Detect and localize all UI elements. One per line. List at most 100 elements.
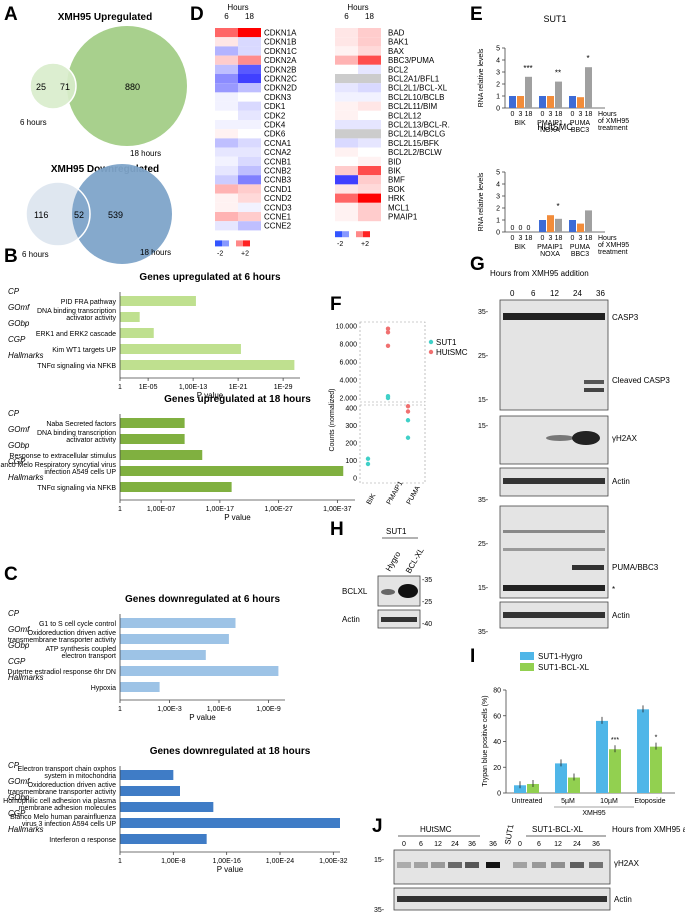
panel-letter-j: J: [372, 816, 383, 837]
heat-cell: [215, 129, 238, 139]
x-axis-label: P value: [224, 513, 251, 522]
group-label: HUtSMC: [420, 825, 452, 834]
bar-label: ATP synthesis coupled electron transport: [45, 646, 116, 660]
heat-cell: [238, 202, 261, 212]
heat-cell: [238, 138, 261, 148]
bar-value: 0: [511, 225, 515, 232]
band: [584, 388, 604, 392]
series-label: 18: [555, 235, 563, 242]
tick-label: 1,00E-3: [157, 706, 182, 713]
row-label: CDKN2A: [264, 56, 297, 65]
legend-label: Hours of XMH95 treatment: [598, 111, 629, 132]
legend-label: Hours of XMH95 treatment: [598, 235, 629, 256]
row-label: CCNB3: [264, 176, 292, 185]
bar: [514, 785, 526, 793]
bar: [555, 763, 567, 793]
bar: [547, 96, 554, 108]
venn-upregulated: XMH95 Upregulated 25 71 880 6 hours 18 h…: [20, 12, 187, 158]
bar: [120, 802, 214, 812]
chart-up-6h: Genes upregulated at 6 hours CP GOmf GObp CG…: [8, 272, 300, 400]
heat-cell: [358, 184, 381, 194]
bar: [120, 418, 185, 428]
chart-title: Genes downregulated at 6 hours: [125, 594, 280, 605]
western-blot-j: HUtSMC SUT1 SUT1-BCL-XL Hours from XMH95…: [374, 823, 685, 914]
group-label: Etoposide: [634, 798, 665, 805]
bar-label: Response to extracellular stimulus: [9, 453, 116, 460]
heat-cell: [215, 83, 238, 93]
lane-label: 24: [573, 841, 581, 848]
heat-cell: [238, 193, 261, 203]
band: [503, 313, 605, 320]
category-label: GObp: [8, 319, 30, 328]
lane-label: 12: [434, 841, 442, 848]
heat-cell: [358, 28, 381, 38]
heat-cell: [335, 138, 358, 148]
legend-label: SUT1-BCL-XL: [538, 663, 590, 672]
mw-marker: 25-: [478, 353, 489, 360]
venn-overlap: 71: [60, 82, 70, 92]
heat-cell: [238, 120, 261, 130]
lane-label: 0: [518, 841, 522, 848]
band: [513, 862, 527, 868]
heat-cell: [335, 166, 358, 176]
data-point: [405, 435, 411, 440]
scale-swatch: [222, 240, 229, 247]
venn-circle-6h: [26, 182, 90, 246]
significance: *: [556, 202, 559, 211]
row-label: BCL2L15/BFK: [388, 139, 440, 148]
heat-cell: [358, 212, 381, 222]
tick-label: 4: [496, 182, 500, 189]
heat-cell: [215, 166, 238, 176]
panel-letter-i: I: [470, 646, 475, 667]
title-line: Hours from XMH95 addition: [612, 825, 685, 834]
scale-swatch: [349, 231, 356, 238]
tick-label: 1,00E-6: [207, 706, 232, 713]
group-label: PUMA BBC3: [570, 244, 591, 258]
heat-cell: [238, 184, 261, 194]
venn-downregulated: XMH95 Downregulated 116 52 539 6 hours 1…: [22, 164, 172, 264]
heat-cell: [358, 74, 381, 84]
panel-letter-a: A: [4, 4, 18, 25]
lane-label: 6: [531, 289, 536, 298]
heat-cell: [215, 221, 238, 231]
bar: [120, 296, 196, 306]
lane-label: 0: [402, 841, 406, 848]
heat-cell: [335, 28, 358, 38]
heat-cell: [335, 110, 358, 120]
data-point: [405, 404, 411, 409]
tick-label: 1,00E-24: [266, 858, 295, 865]
bar: [120, 312, 140, 322]
row-label: BOK: [388, 185, 406, 194]
category-label: Hallmarks: [8, 473, 44, 482]
band: [486, 862, 500, 868]
venn-only-6h: 25: [36, 82, 46, 92]
significance: **: [555, 69, 561, 78]
heat-cell: [215, 37, 238, 47]
bar: [609, 749, 621, 793]
category-label: BIK: [366, 492, 378, 506]
data-point: [405, 409, 411, 414]
category-label: CGP: [8, 335, 26, 344]
row-label: BCL2L11/BIM: [388, 102, 438, 111]
group-label: PMAIP1 NOXA: [537, 244, 563, 258]
lane-label: 36: [596, 289, 605, 298]
heat-cell: [358, 129, 381, 139]
legend-label: SUT1: [436, 338, 457, 347]
row-label: CCNE1: [264, 213, 292, 222]
bar-label: Electron transport chain oxphos system in…: [18, 766, 117, 780]
column-label: 18: [365, 12, 374, 21]
lane-label: 6: [419, 841, 423, 848]
lane-label: 36: [468, 841, 476, 848]
heat-cell: [238, 101, 261, 111]
scale-swatch: [356, 231, 363, 238]
row-label: CDK2: [264, 111, 286, 120]
mw-marker: 15-: [478, 423, 489, 430]
mw-marker: 35-: [478, 629, 489, 636]
x-axis-label: P value: [217, 865, 244, 874]
row-label: CCND2: [264, 194, 292, 203]
data-point: [385, 330, 391, 335]
tick-label: 3: [496, 70, 500, 77]
row-label: CCND1: [264, 185, 292, 194]
